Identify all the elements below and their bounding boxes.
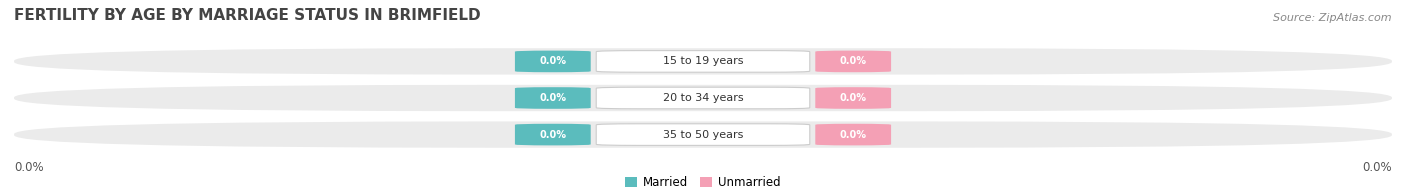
Text: 0.0%: 0.0% [540, 56, 567, 66]
FancyBboxPatch shape [596, 51, 810, 72]
FancyBboxPatch shape [596, 124, 810, 145]
FancyBboxPatch shape [596, 87, 810, 109]
FancyBboxPatch shape [815, 124, 891, 145]
FancyBboxPatch shape [515, 87, 591, 109]
FancyBboxPatch shape [815, 51, 891, 72]
FancyBboxPatch shape [14, 85, 1392, 111]
Text: 20 to 34 years: 20 to 34 years [662, 93, 744, 103]
Text: Source: ZipAtlas.com: Source: ZipAtlas.com [1274, 13, 1392, 23]
Text: 0.0%: 0.0% [540, 130, 567, 140]
Text: 0.0%: 0.0% [1362, 161, 1392, 174]
Text: 0.0%: 0.0% [839, 93, 866, 103]
Text: 15 to 19 years: 15 to 19 years [662, 56, 744, 66]
Text: 0.0%: 0.0% [839, 56, 866, 66]
Text: 0.0%: 0.0% [14, 161, 44, 174]
FancyBboxPatch shape [515, 51, 591, 72]
FancyBboxPatch shape [14, 121, 1392, 148]
Text: FERTILITY BY AGE BY MARRIAGE STATUS IN BRIMFIELD: FERTILITY BY AGE BY MARRIAGE STATUS IN B… [14, 8, 481, 23]
Legend: Married, Unmarried: Married, Unmarried [626, 176, 780, 189]
FancyBboxPatch shape [14, 48, 1392, 75]
Text: 0.0%: 0.0% [839, 130, 866, 140]
Text: 35 to 50 years: 35 to 50 years [662, 130, 744, 140]
Text: 0.0%: 0.0% [540, 93, 567, 103]
FancyBboxPatch shape [515, 124, 591, 145]
FancyBboxPatch shape [815, 87, 891, 109]
